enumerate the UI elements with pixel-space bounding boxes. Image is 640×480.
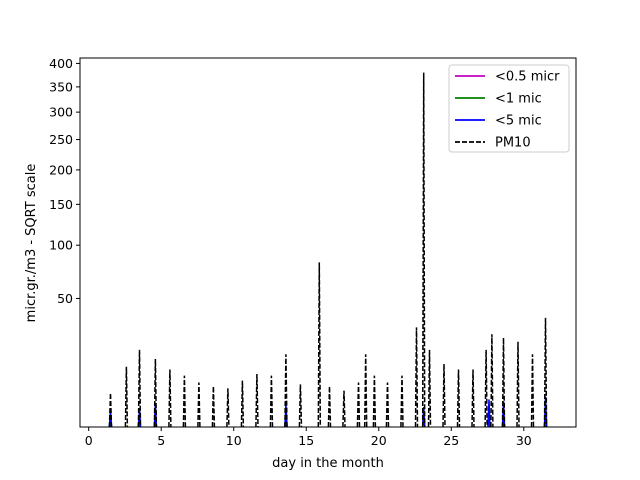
x-tick-label: 15 [298,433,314,448]
series-4-peak [317,262,322,428]
plot-frame [79,57,577,428]
legend-box [448,64,570,153]
series-4-peak [516,341,520,428]
series-4-peak [385,382,390,428]
series-4 [108,72,548,428]
series-4-peak [124,366,129,428]
x-tick-label: 25 [443,433,459,448]
legend-label: <1 mic [495,92,542,107]
series-4-peak [543,317,548,428]
series-4-peak [400,375,404,428]
series-4-peak [456,369,461,428]
series-4-peak [197,382,201,428]
series-3-peak [487,399,491,428]
series-4-peak [363,354,368,428]
legend-label: <5 mic [495,114,542,129]
series-4-peak [298,384,303,428]
series-4-peak [530,354,535,428]
series-4-peak [427,349,432,428]
series-4-peak [168,369,172,428]
series-4-peak [421,72,426,428]
x-axis-label: day in the month [272,456,384,471]
series-4-peak [240,380,245,428]
x-tick-label: 5 [157,433,165,448]
x-tick-label: 10 [226,433,242,448]
series-4-peak [137,349,142,428]
y-tick-label: 150 [49,197,73,212]
series-4-peak [372,375,377,428]
legend-label: PM10 [495,136,531,151]
series-4-peak [255,373,259,428]
series-4-peak [484,349,488,428]
series-4-peak [501,337,506,428]
series-4-peak [342,390,346,428]
y-tick-label: 250 [49,132,73,147]
y-tick-label: 100 [49,238,73,253]
legend-label: <0.5 micr [495,70,560,85]
series-4-peak [226,388,230,428]
series-4-peak [414,327,419,428]
series-4-peak [153,358,158,428]
series-4-peak [269,375,274,428]
y-axis: 50 100 150 200 250 300 350 400 [49,56,80,306]
series-layer [108,72,548,428]
x-tick-label: 0 [85,433,93,448]
series-4-peak [284,354,288,428]
series-4-peak [211,386,216,428]
y-tick-label: 350 [49,79,73,94]
y-tick-label: 400 [49,56,73,71]
x-tick-label: 30 [516,433,532,448]
series-4-peak [356,382,361,428]
y-tick-label: 50 [57,291,73,306]
series-4-peak [182,375,187,428]
series-4-peak [471,369,475,428]
y-tick-label: 300 [49,105,73,120]
y-axis-label: micr.gr./m3 - SQRT scale [24,164,39,323]
series-4-peak [490,334,494,428]
x-tick-label: 20 [371,433,387,448]
y-tick-label: 200 [49,162,73,177]
series-4-peak [327,386,332,428]
legend: <0.5 micr <1 mic <5 mic PM10 [448,64,570,153]
series-4-peak [442,363,446,428]
x-axis: 0 5 10 15 20 25 30 [85,427,532,448]
series-4-peak [108,392,113,428]
